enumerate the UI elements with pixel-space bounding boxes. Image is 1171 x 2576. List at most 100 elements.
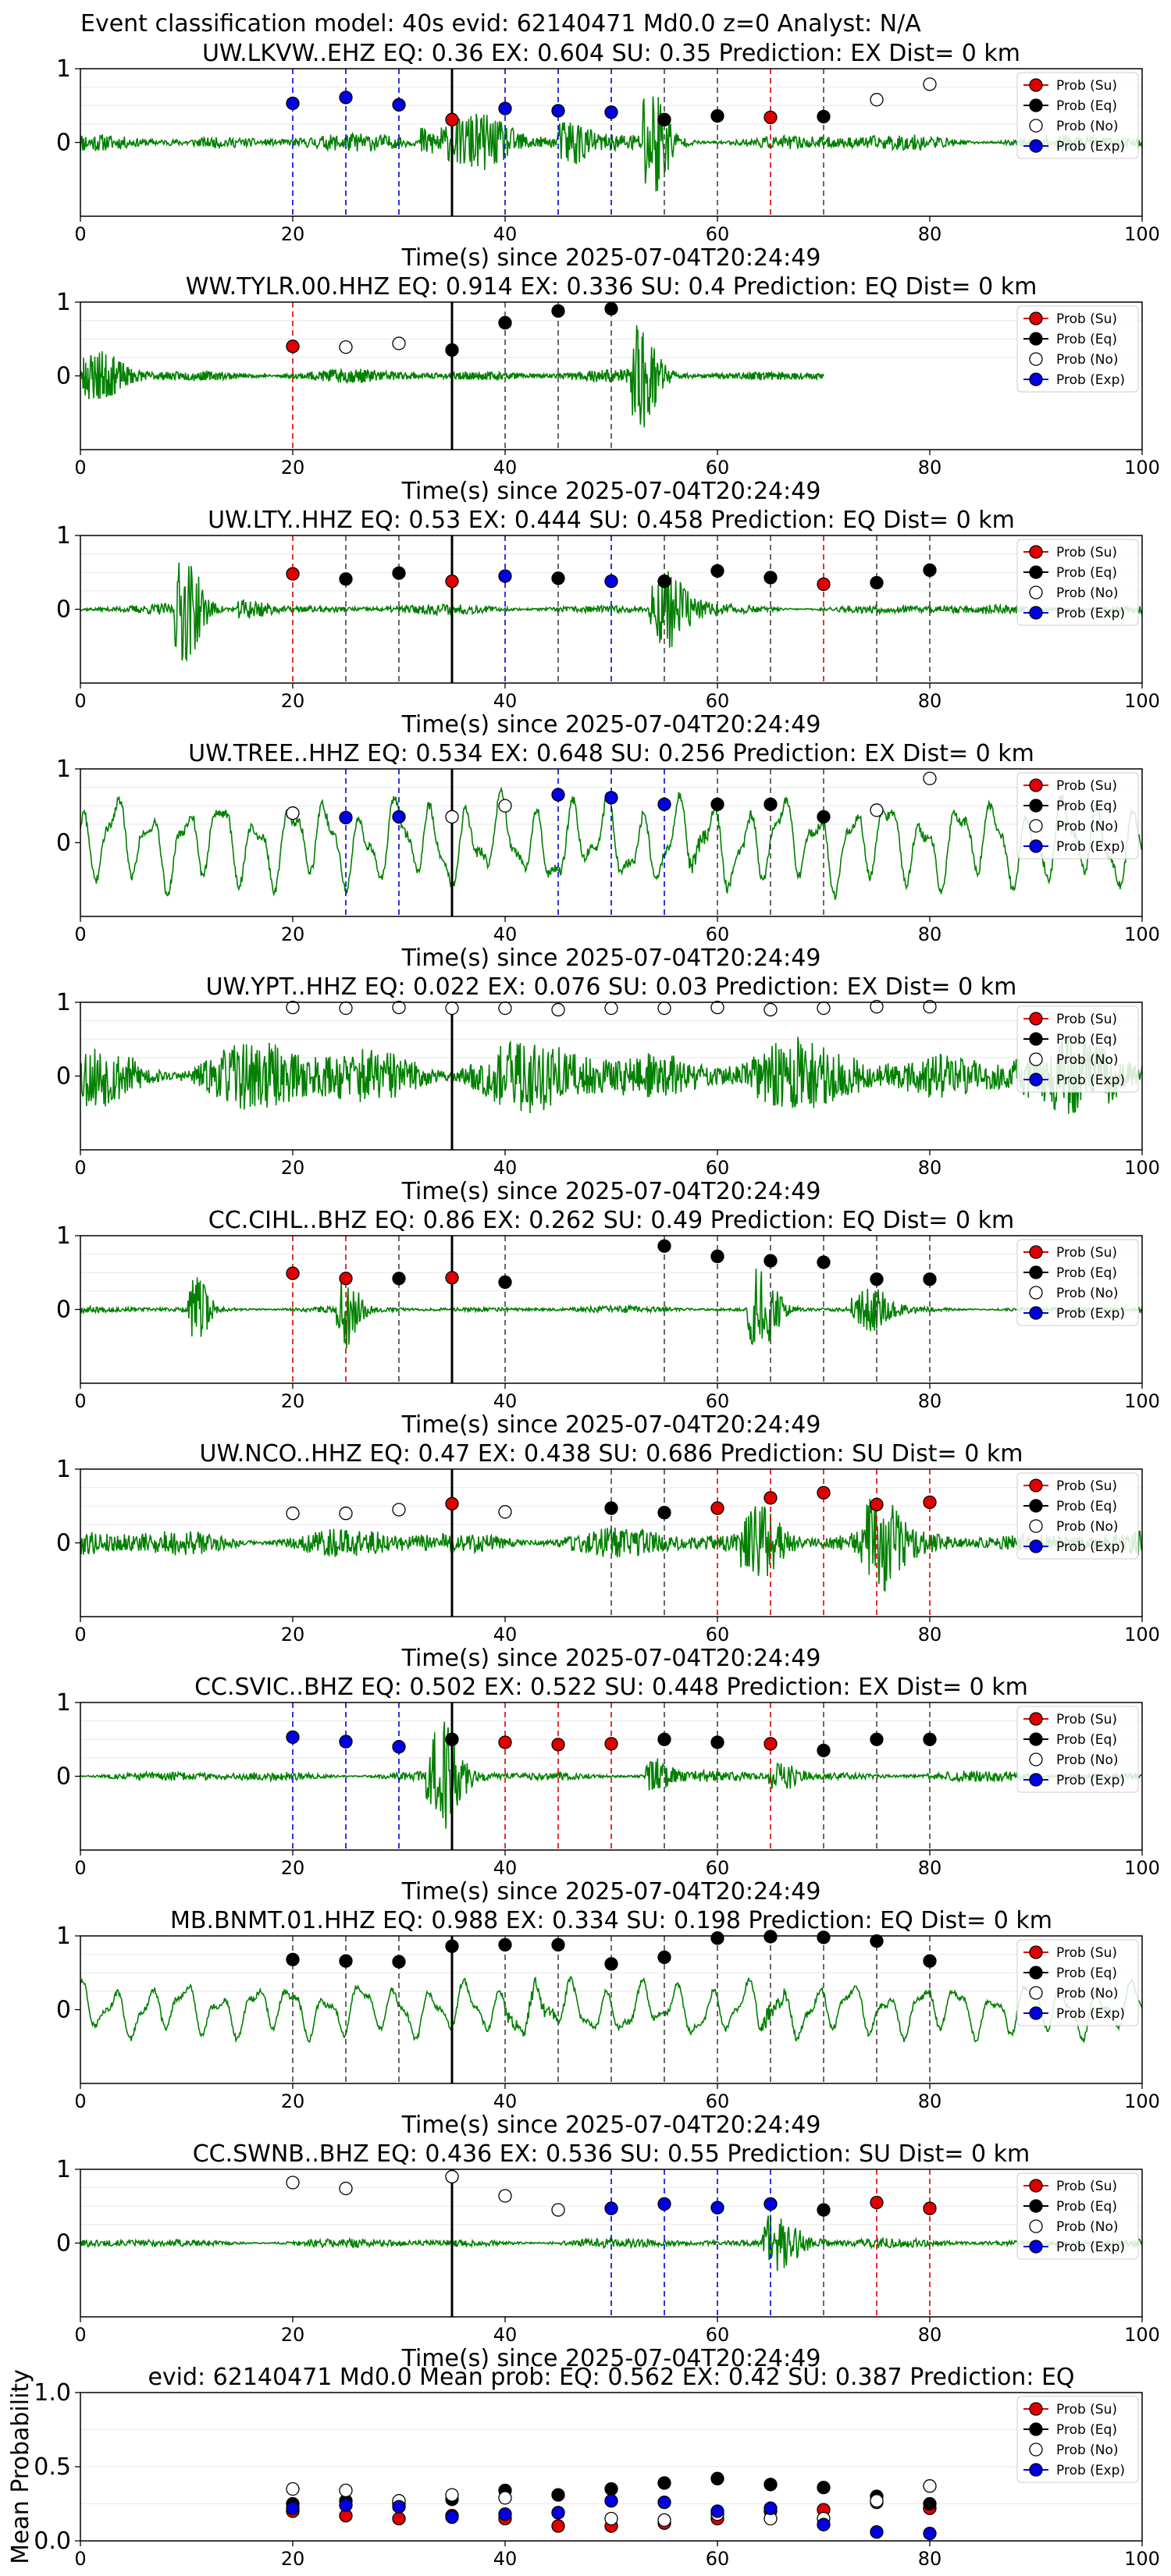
prob-point-eq	[817, 809, 831, 824]
prob-point-no	[870, 803, 884, 817]
x-tick-label: 100	[1124, 1857, 1160, 1879]
legend-marker-exp	[1029, 2240, 1043, 2254]
x-axis-label: Time(s) since 2025-07-04T20:24:49	[401, 1178, 821, 1205]
legend-label: Prob (No)	[1056, 352, 1119, 368]
prob-point-su	[817, 577, 831, 592]
y-tick-label: 0	[56, 363, 71, 390]
x-tick-label: 0	[74, 457, 86, 479]
prob-point-su	[445, 112, 459, 126]
legend-marker-su	[1029, 2179, 1043, 2193]
prob-point-su	[445, 574, 459, 589]
legend-label: Prob (Exp)	[1056, 1306, 1125, 1322]
prob-point-eq	[657, 112, 671, 126]
prob-point-eq	[817, 1743, 831, 1758]
prob-point-su	[339, 1272, 353, 1286]
legend: Prob (Su) Prob (Eq) Prob (No) Prob (Exp)	[1016, 772, 1139, 859]
legend-marker-su	[1029, 2402, 1043, 2416]
prob-point-no	[923, 1000, 937, 1014]
prob-point-exp	[339, 1735, 353, 1749]
legend-marker-su	[1029, 311, 1043, 326]
x-tick-label: 0	[74, 2548, 86, 2570]
prob-point-no	[551, 1002, 565, 1017]
y-tick-label: 0.5	[34, 2453, 71, 2481]
legend-marker-no	[1029, 819, 1043, 833]
x-tick-label: 0	[74, 2324, 86, 2346]
x-tick-label: 20	[281, 457, 305, 479]
y-tick-label: 1	[56, 522, 71, 550]
x-tick-label: 40	[493, 1624, 518, 1646]
x-tick-label: 80	[918, 1624, 942, 1646]
x-tick-label: 0	[74, 1624, 86, 1646]
legend-marker-exp	[1029, 1306, 1043, 1320]
legend-marker-eq	[1029, 2422, 1043, 2436]
x-tick-label: 40	[493, 690, 518, 712]
prob-point-no	[445, 809, 459, 824]
mean-point-no	[286, 2482, 300, 2496]
legend-label: Prob (Exp)	[1056, 372, 1125, 388]
prob-point-exp	[657, 2197, 671, 2211]
x-axis-label: Time(s) since 2025-07-04T20:24:49	[401, 2345, 821, 2372]
legend-label: Prob (Su)	[1056, 311, 1117, 327]
legend-marker-eq	[1029, 1499, 1043, 1513]
prob-point-no	[498, 1505, 512, 1519]
prob-point-eq	[498, 315, 512, 330]
prob-point-no	[710, 1000, 724, 1015]
legend-box	[1016, 2172, 1139, 2260]
prob-point-eq	[870, 1272, 884, 1286]
legend-label: Prob (Eq)	[1056, 2422, 1117, 2438]
x-tick-label: 80	[918, 2090, 942, 2112]
legend: Prob (Su) Prob (Eq) Prob (No) Prob (Exp)	[1016, 1706, 1139, 1793]
legend-marker-no	[1029, 1986, 1043, 2000]
prob-point-eq	[604, 1501, 618, 1515]
x-tick-label: 20	[281, 1157, 305, 1179]
legend-label: Prob (Exp)	[1056, 1073, 1125, 1088]
legend-label: Prob (No)	[1056, 1286, 1119, 1301]
legend-marker-eq	[1029, 1732, 1043, 1746]
x-tick-label: 80	[918, 923, 942, 945]
y-tick-label: 0	[56, 2230, 71, 2258]
legend-marker-exp	[1029, 1539, 1043, 1553]
y-tick-label: 0	[56, 1297, 71, 1324]
x-tick-label: 60	[706, 2090, 730, 2112]
x-tick-label: 40	[493, 1157, 518, 1179]
mean-point-exp	[923, 2526, 937, 2541]
mean-point-no	[604, 2511, 618, 2526]
legend-label: Prob (Eq)	[1056, 332, 1117, 347]
legend-marker-no	[1029, 1519, 1043, 1533]
y-tick-label: 1	[56, 1456, 71, 1483]
panel-6: CC.CIHL..BHZ EQ: 0.86 EX: 0.262 SU: 0.49…	[56, 1207, 1160, 1439]
prob-point-exp	[339, 810, 353, 825]
prob-point-su	[763, 110, 778, 125]
x-tick-label: 60	[706, 1857, 730, 1879]
x-axis-label: Time(s) since 2025-07-04T20:24:49	[401, 1645, 821, 1672]
mean-point-exp	[710, 2504, 724, 2518]
prob-point-no	[817, 1001, 831, 1016]
x-tick-label: 80	[918, 690, 942, 712]
legend-marker-no	[1029, 585, 1043, 600]
prob-point-eq	[498, 1937, 512, 1952]
y-tick-label: 1	[56, 989, 71, 1016]
prob-point-eq	[710, 1249, 724, 1264]
x-tick-label: 60	[706, 690, 730, 712]
x-tick-label: 60	[706, 1390, 730, 1412]
prob-point-su	[923, 1495, 937, 1510]
x-tick-label: 20	[281, 1390, 305, 1412]
legend: Prob (Su) Prob (Eq) Prob (No) Prob (Exp)	[1016, 305, 1139, 393]
prob-point-no	[763, 1002, 778, 1017]
legend: Prob (Su) Prob (Eq) Prob (No) Prob (Exp)	[1016, 1939, 1139, 2026]
prob-point-exp	[392, 1740, 406, 1754]
mean-point-exp	[445, 2510, 459, 2524]
legend-marker-eq	[1029, 1966, 1043, 1980]
prob-point-no	[498, 799, 512, 813]
x-tick-label: 0	[74, 2090, 86, 2112]
y-tick-label: 1	[56, 289, 71, 316]
x-tick-label: 0	[74, 690, 86, 712]
mean-point-exp	[657, 2495, 671, 2510]
prob-point-su	[710, 1501, 724, 1515]
y-tick-label: 1	[56, 1923, 71, 1950]
legend-label: Prob (Eq)	[1056, 1265, 1117, 1281]
legend-label: Prob (Exp)	[1056, 1539, 1125, 1555]
prob-point-exp	[604, 791, 618, 805]
panel-title: UW.NCO..HHZ EQ: 0.47 EX: 0.438 SU: 0.686…	[200, 1440, 1023, 1468]
